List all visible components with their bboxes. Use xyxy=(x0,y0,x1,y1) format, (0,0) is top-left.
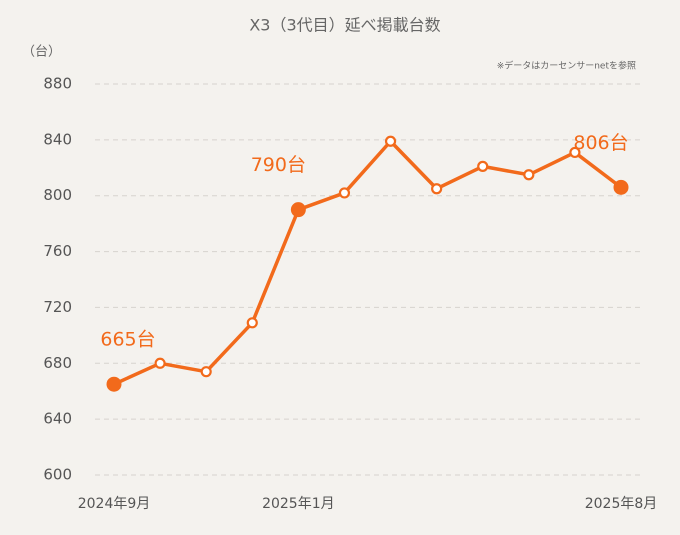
y-tick-label: 800 xyxy=(43,186,72,204)
point xyxy=(338,187,351,199)
y-tick-label: 840 xyxy=(43,130,72,148)
point xyxy=(246,317,258,329)
line xyxy=(113,139,623,386)
point xyxy=(431,183,443,195)
point xyxy=(569,146,581,159)
y-tick-label: 760 xyxy=(43,242,72,260)
value-label: 665台 xyxy=(100,329,155,351)
point xyxy=(523,169,535,181)
x-tick-label: 2025年8月 xyxy=(585,496,658,512)
y-tick-label: 640 xyxy=(43,410,72,428)
y-tick-label: 680 xyxy=(43,354,72,372)
chart-title: X3（3代目）延べ掲載台数 xyxy=(249,16,440,35)
value-label: 790台 xyxy=(251,154,306,176)
y-tick-label: 600 xyxy=(43,466,72,484)
highlight-point xyxy=(613,179,629,195)
highlight-point xyxy=(290,202,306,218)
point xyxy=(477,160,489,172)
point xyxy=(200,366,212,378)
point xyxy=(154,357,166,369)
highlight-point xyxy=(106,376,122,392)
point xyxy=(384,135,397,147)
source-note: ※データはカーセンサーnetを参照 xyxy=(497,60,636,72)
value-label: 806台 xyxy=(573,132,628,154)
x-tick-label: 2024年9月 xyxy=(78,496,151,512)
y-tick-label: 880 xyxy=(43,75,72,93)
x-tick-label: 2025年1月 xyxy=(262,496,335,512)
y-unit: （台） xyxy=(22,45,61,60)
y-tick-label: 720 xyxy=(43,298,72,316)
